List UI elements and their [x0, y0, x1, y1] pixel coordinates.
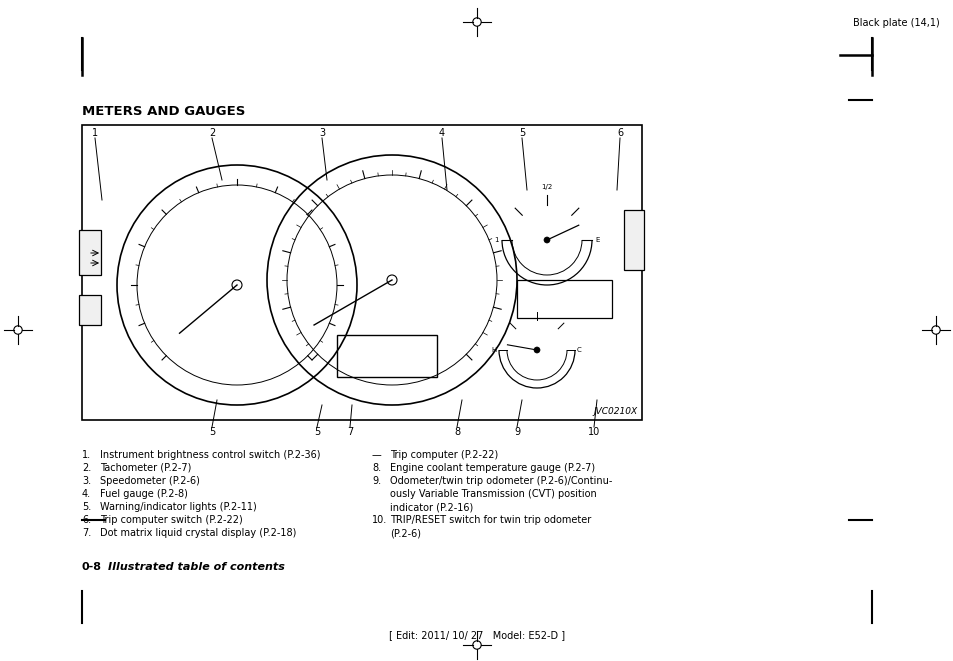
Text: Fuel gauge (P.2-8): Fuel gauge (P.2-8) — [100, 489, 188, 499]
Text: 8.: 8. — [372, 463, 381, 473]
Text: 6.: 6. — [82, 515, 91, 525]
Text: Instrument brightness control switch (P.2-36): Instrument brightness control switch (P.… — [100, 450, 320, 460]
Text: 3.: 3. — [82, 476, 91, 486]
Text: 2: 2 — [209, 128, 214, 138]
Text: indicator (P.2-16): indicator (P.2-16) — [390, 502, 473, 512]
Text: 8: 8 — [454, 427, 459, 437]
Text: 6: 6 — [617, 128, 622, 138]
Text: METERS AND GAUGES: METERS AND GAUGES — [82, 105, 245, 118]
Text: 3: 3 — [318, 128, 325, 138]
Text: 9: 9 — [514, 427, 519, 437]
Text: 4.: 4. — [82, 489, 91, 499]
Circle shape — [543, 237, 550, 243]
Text: 2.: 2. — [82, 463, 91, 473]
Text: Warning/indicator lights (P.2-11): Warning/indicator lights (P.2-11) — [100, 502, 256, 512]
Text: —: — — [372, 450, 381, 460]
Text: 7: 7 — [347, 427, 353, 437]
Bar — [79, 230, 101, 275]
Text: 7.: 7. — [82, 528, 91, 538]
Bar — [517, 280, 612, 318]
Text: Dot matrix liquid crystal display (P.2-18): Dot matrix liquid crystal display (P.2-1… — [100, 528, 296, 538]
Text: Trip computer (P.2-22): Trip computer (P.2-22) — [390, 450, 497, 460]
Circle shape — [232, 280, 242, 290]
Text: 10: 10 — [587, 427, 599, 437]
Text: 9.: 9. — [372, 476, 381, 486]
Text: (P.2-6): (P.2-6) — [390, 528, 420, 538]
Text: [ Edit: 2011/ 10/ 27   Model: E52-D ]: [ Edit: 2011/ 10/ 27 Model: E52-D ] — [389, 630, 564, 640]
Text: Speedometer (P.2-6): Speedometer (P.2-6) — [100, 476, 200, 486]
Bar — [79, 295, 101, 325]
Text: 1: 1 — [91, 128, 98, 138]
Text: ously Variable Transmission (CVT) position: ously Variable Transmission (CVT) positi… — [390, 489, 597, 499]
Text: TRIP/RESET switch for twin trip odometer: TRIP/RESET switch for twin trip odometer — [390, 515, 591, 525]
Bar — [623, 210, 643, 270]
Text: 1/2: 1/2 — [540, 184, 552, 190]
Circle shape — [387, 275, 396, 285]
Text: 10.: 10. — [372, 515, 387, 525]
Text: 5: 5 — [518, 128, 524, 138]
Text: Engine coolant temperature gauge (P.2-7): Engine coolant temperature gauge (P.2-7) — [390, 463, 595, 473]
Text: 5: 5 — [209, 427, 214, 437]
Text: Black plate (14,1): Black plate (14,1) — [852, 18, 939, 28]
Text: Trip computer switch (P.2-22): Trip computer switch (P.2-22) — [100, 515, 242, 525]
Text: E: E — [595, 237, 598, 243]
Text: 5: 5 — [314, 427, 320, 437]
Text: JVC0210X: JVC0210X — [594, 407, 638, 416]
Text: C: C — [577, 347, 581, 353]
Text: Illustrated table of contents: Illustrated table of contents — [108, 562, 285, 572]
Text: 1.: 1. — [82, 450, 91, 460]
Bar — [82, 125, 641, 420]
Text: 4: 4 — [438, 128, 445, 138]
Bar — [336, 335, 436, 377]
Text: 1: 1 — [494, 237, 498, 243]
Circle shape — [534, 347, 539, 353]
Text: Tachometer (P.2-7): Tachometer (P.2-7) — [100, 463, 192, 473]
Text: Odometer/twin trip odometer (P.2-6)/Continu-: Odometer/twin trip odometer (P.2-6)/Cont… — [390, 476, 612, 486]
Text: 0-8: 0-8 — [82, 562, 102, 572]
Text: 5.: 5. — [82, 502, 91, 512]
Text: H: H — [491, 347, 497, 353]
